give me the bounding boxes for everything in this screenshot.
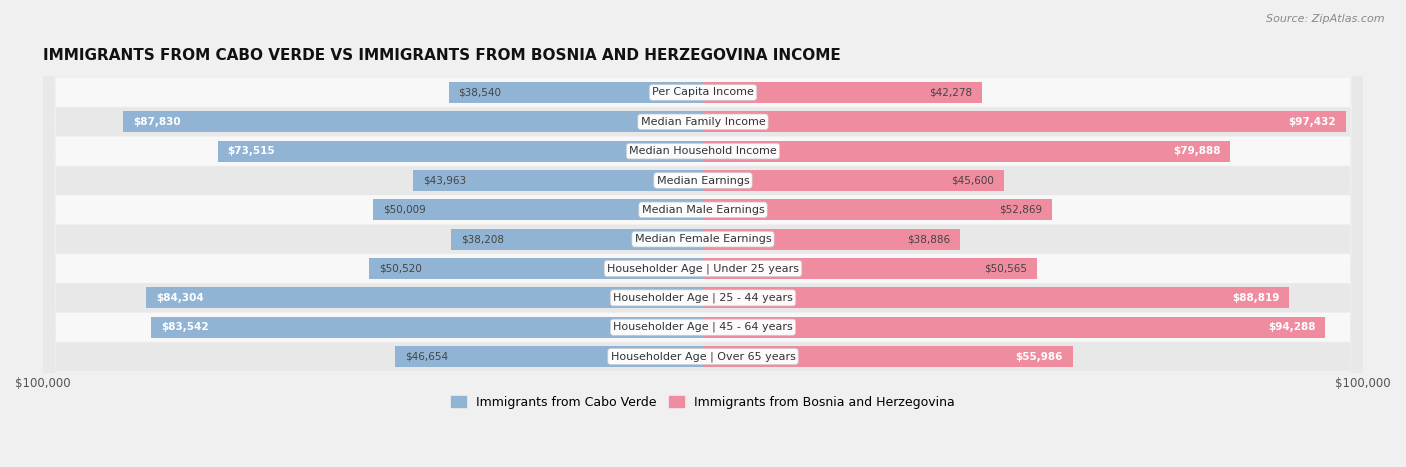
FancyBboxPatch shape [42, 0, 1364, 467]
Bar [703, 317, 1326, 338]
Bar [451, 229, 703, 250]
Text: $38,886: $38,886 [907, 234, 950, 244]
Text: $79,888: $79,888 [1173, 146, 1220, 156]
FancyBboxPatch shape [42, 0, 1364, 467]
Text: Per Capita Income: Per Capita Income [652, 87, 754, 98]
FancyBboxPatch shape [42, 0, 1364, 467]
Bar [395, 346, 703, 367]
Bar [703, 229, 960, 250]
Text: $38,208: $38,208 [461, 234, 503, 244]
Bar [703, 258, 1036, 279]
Bar [703, 346, 1073, 367]
Text: Source: ZipAtlas.com: Source: ZipAtlas.com [1267, 14, 1385, 24]
Text: $52,869: $52,869 [1000, 205, 1042, 215]
Text: Median Earnings: Median Earnings [657, 176, 749, 185]
FancyBboxPatch shape [42, 0, 1364, 467]
Text: Householder Age | 45 - 64 years: Householder Age | 45 - 64 years [613, 322, 793, 333]
FancyBboxPatch shape [42, 0, 1364, 467]
Text: Householder Age | Under 25 years: Householder Age | Under 25 years [607, 263, 799, 274]
Text: Median Family Income: Median Family Income [641, 117, 765, 127]
Bar [703, 287, 1289, 308]
Text: $55,986: $55,986 [1015, 352, 1063, 361]
Text: $87,830: $87,830 [134, 117, 181, 127]
Text: $43,963: $43,963 [423, 176, 465, 185]
FancyBboxPatch shape [42, 0, 1364, 467]
Bar [703, 82, 983, 103]
Bar [373, 199, 703, 220]
Bar [703, 141, 1230, 162]
FancyBboxPatch shape [42, 0, 1364, 467]
Text: $88,819: $88,819 [1232, 293, 1279, 303]
FancyBboxPatch shape [42, 0, 1364, 467]
Text: Median Male Earnings: Median Male Earnings [641, 205, 765, 215]
Bar [703, 111, 1346, 133]
Text: $38,540: $38,540 [458, 87, 502, 98]
Text: $50,520: $50,520 [380, 263, 422, 274]
Bar [218, 141, 703, 162]
Text: Median Female Earnings: Median Female Earnings [634, 234, 772, 244]
Text: $84,304: $84,304 [156, 293, 204, 303]
FancyBboxPatch shape [42, 0, 1364, 467]
Text: $94,288: $94,288 [1268, 322, 1316, 332]
Text: Householder Age | Over 65 years: Householder Age | Over 65 years [610, 351, 796, 362]
Legend: Immigrants from Cabo Verde, Immigrants from Bosnia and Herzegovina: Immigrants from Cabo Verde, Immigrants f… [446, 391, 960, 414]
Text: $97,432: $97,432 [1289, 117, 1336, 127]
Text: Median Household Income: Median Household Income [628, 146, 778, 156]
Bar [152, 317, 703, 338]
Text: $42,278: $42,278 [929, 87, 972, 98]
Bar [146, 287, 703, 308]
Bar [703, 199, 1052, 220]
Bar [370, 258, 703, 279]
Bar [124, 111, 703, 133]
Text: $46,654: $46,654 [405, 352, 449, 361]
Text: IMMIGRANTS FROM CABO VERDE VS IMMIGRANTS FROM BOSNIA AND HERZEGOVINA INCOME: IMMIGRANTS FROM CABO VERDE VS IMMIGRANTS… [42, 48, 841, 63]
Text: $45,600: $45,600 [952, 176, 994, 185]
Bar [703, 170, 1004, 191]
Text: $73,515: $73,515 [228, 146, 276, 156]
FancyBboxPatch shape [42, 0, 1364, 467]
Text: $50,565: $50,565 [984, 263, 1026, 274]
Bar [449, 82, 703, 103]
Text: Householder Age | 25 - 44 years: Householder Age | 25 - 44 years [613, 293, 793, 303]
Text: $83,542: $83,542 [162, 322, 209, 332]
Bar [413, 170, 703, 191]
Text: $50,009: $50,009 [382, 205, 426, 215]
